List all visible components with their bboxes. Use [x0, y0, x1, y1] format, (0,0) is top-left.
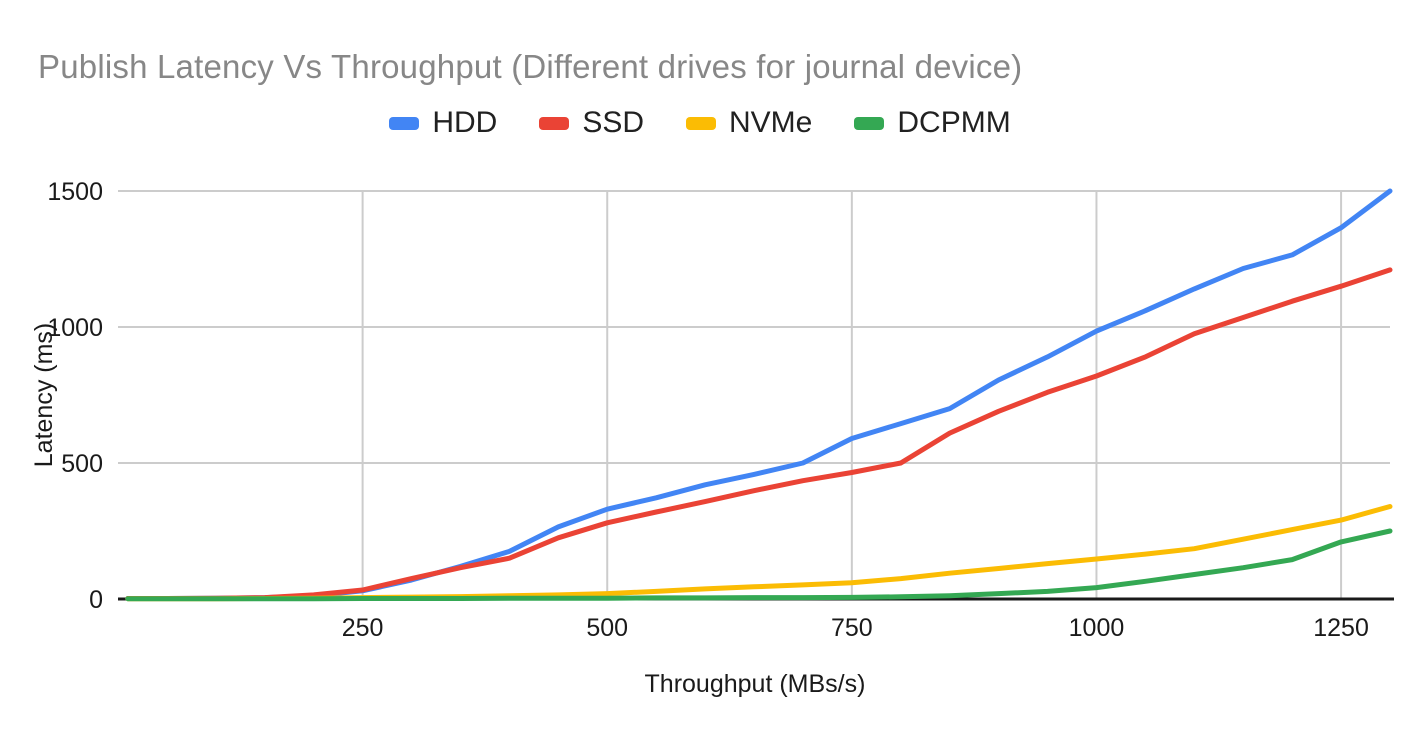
legend-swatch-dcpmm — [854, 116, 885, 130]
legend-swatch-hdd — [389, 116, 420, 130]
x-tick-label: 500 — [586, 614, 628, 642]
legend-swatch-nvme — [686, 116, 716, 130]
x-axis-title: Throughput (MBs/s) — [645, 670, 866, 698]
legend-label-nvme: NVMe — [729, 106, 813, 139]
legend-item-nvme: NVMe — [686, 106, 812, 140]
legend-label-ssd: SSD — [582, 106, 644, 139]
y-tick-label: 1000 — [47, 314, 103, 342]
series-line-dcpmm — [125, 528, 1393, 602]
series-line-nvme — [125, 504, 1393, 602]
y-tick-label: 0 — [89, 586, 103, 614]
legend-item-ssd: SSD — [539, 106, 644, 140]
legend-item-hdd: HDD — [389, 106, 497, 140]
legend-label-dcpmm: DCPMM — [897, 106, 1011, 139]
legend-item-dcpmm: DCPMM — [854, 106, 1011, 140]
y-tick-label: 1500 — [47, 178, 103, 206]
y-axis-title: Latency (ms) — [30, 323, 58, 467]
legend-label-hdd: HDD — [432, 106, 498, 139]
chart-title: Publish Latency Vs Throughput (Different… — [38, 48, 1023, 85]
x-tick-label: 750 — [831, 614, 873, 642]
chart-legend: HDD SSD NVMe DCPMM — [0, 106, 1400, 140]
series-line-hdd — [125, 188, 1393, 601]
x-tick-label: 1000 — [1069, 614, 1125, 642]
legend-swatch-ssd — [539, 116, 570, 130]
x-tick-label: 1250 — [1313, 614, 1369, 642]
y-tick-label: 500 — [61, 450, 103, 478]
series-line-ssd — [125, 267, 1393, 601]
x-tick-label: 250 — [342, 614, 384, 642]
